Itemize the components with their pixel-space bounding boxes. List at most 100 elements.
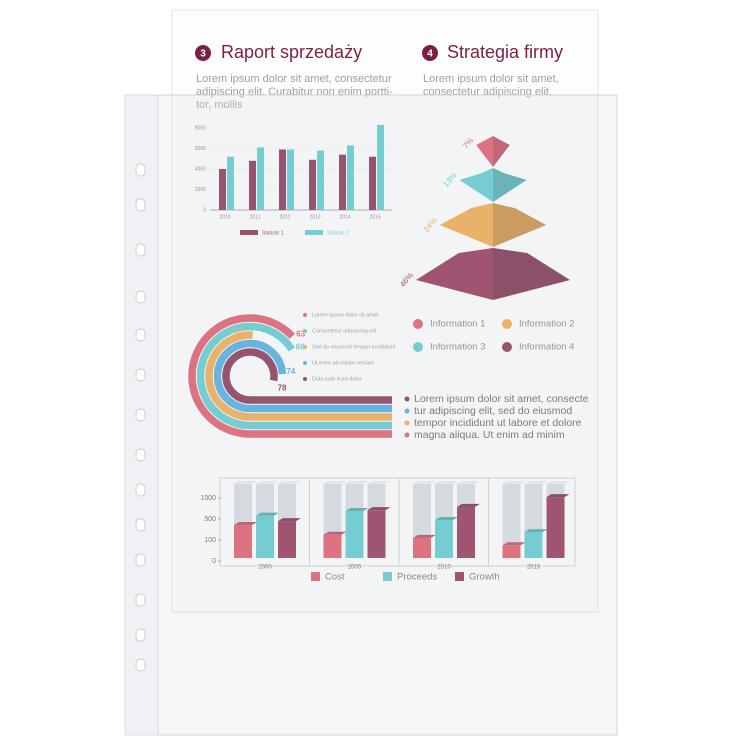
column-top: [256, 512, 279, 516]
column-back-top: [278, 481, 301, 484]
hole: [135, 163, 146, 177]
pyramid-side: [493, 168, 527, 202]
plot-frame: [219, 477, 576, 567]
column-back-top: [345, 481, 369, 484]
column: [345, 511, 364, 558]
legend-swatch: [311, 572, 320, 581]
ring-legend-label: Consectetur adipiscing elit: [312, 328, 377, 334]
bullet: [404, 408, 410, 414]
hole: [135, 328, 146, 342]
column-top: [524, 529, 548, 533]
y-tick-label: 1000: [200, 495, 216, 502]
column-top: [502, 542, 526, 546]
legend-dot: [413, 319, 423, 329]
y-tick-label: 6000: [195, 146, 206, 152]
bar: [219, 169, 226, 210]
section-number: 4: [427, 49, 433, 60]
column: [502, 545, 521, 558]
bar: [257, 147, 264, 210]
column: [256, 515, 274, 558]
column-top: [234, 522, 257, 526]
legend-label: Information 3: [430, 342, 485, 353]
column-back-top: [256, 481, 279, 484]
ring: [205, 331, 392, 421]
bar: [287, 149, 294, 210]
bar: [249, 160, 256, 210]
column-back-top: [413, 481, 436, 484]
hole: [135, 290, 146, 304]
hole: [135, 198, 146, 212]
pyramid-layer: [476, 131, 493, 167]
column-top: [367, 507, 391, 511]
hole: [135, 483, 146, 497]
x-tick-label: 2000: [258, 565, 272, 571]
legend-swatch: [240, 230, 258, 235]
ring-legend-dot: [303, 345, 307, 349]
hole: [135, 408, 146, 422]
sleeve: [124, 94, 618, 736]
column-top: [345, 508, 369, 512]
hole: [135, 658, 146, 672]
legend-label: Growth: [469, 572, 500, 583]
column: [435, 520, 453, 558]
bar: [227, 156, 234, 210]
ring-label: 66: [296, 343, 305, 352]
column: [524, 532, 543, 558]
pyramid-side: [493, 131, 510, 167]
column-top: [413, 534, 436, 538]
legend-dot: [413, 342, 423, 352]
hole: [135, 553, 146, 567]
ring: [196, 322, 392, 430]
bar: [347, 145, 354, 210]
legend-label: Cost: [325, 572, 345, 583]
pyramid-layer: [459, 168, 493, 202]
bar: [309, 159, 316, 210]
column: [234, 525, 252, 558]
hole: [135, 448, 146, 462]
ring-legend-label: Duis aute irure dolor: [312, 376, 362, 382]
bar: [339, 154, 346, 210]
ring: [213, 339, 392, 413]
ring: [222, 348, 392, 404]
column-top: [457, 503, 480, 507]
hole: [135, 628, 146, 642]
section-text: tor, mollis: [196, 99, 243, 111]
x-tick-label: 2010: [437, 565, 451, 571]
bar: [279, 149, 286, 210]
column-back-top: [234, 481, 257, 484]
y-tick-label: 2000: [195, 187, 206, 193]
legend-label: Statistic 1: [262, 230, 284, 236]
ring-legend-dot: [303, 377, 307, 381]
paragraph-line: tempor incididunt ut labore et dolore: [414, 417, 582, 429]
legend-swatch: [305, 230, 323, 235]
column-back-top: [457, 481, 480, 484]
section-title: Raport sprzedaży: [221, 42, 362, 62]
ring-legend-label: Lorem ipsum dolor sit amet: [312, 312, 379, 318]
ring-label: 78: [278, 384, 287, 393]
column-top: [546, 494, 570, 498]
y-tick-label: 100: [204, 537, 216, 544]
section-text: Lorem ipsum dolor sit amet, consectetur: [196, 73, 392, 85]
column: [457, 506, 475, 558]
column-back-top: [367, 481, 391, 484]
legend-dot: [502, 319, 512, 329]
legend-label: Proceeds: [397, 572, 437, 583]
pyramid-side: [493, 203, 547, 247]
hole: [135, 518, 146, 532]
column-back-top: [546, 481, 570, 484]
x-tick-label: 2014: [339, 214, 350, 220]
section-badge: [422, 45, 438, 61]
column-back-top: [524, 481, 548, 484]
hole: [135, 243, 146, 257]
holes: [135, 163, 146, 672]
paragraph-line: magna aliqua. Ut enim ad minim: [414, 429, 565, 441]
column-back-top: [323, 481, 347, 484]
legend-label: Information 4: [519, 342, 574, 353]
bullet: [404, 396, 410, 402]
legend-swatch: [383, 572, 392, 581]
column: [323, 534, 342, 558]
ring-label: 74: [286, 367, 295, 376]
ring-legend-dot: [303, 361, 307, 365]
column-back-top: [435, 481, 458, 484]
